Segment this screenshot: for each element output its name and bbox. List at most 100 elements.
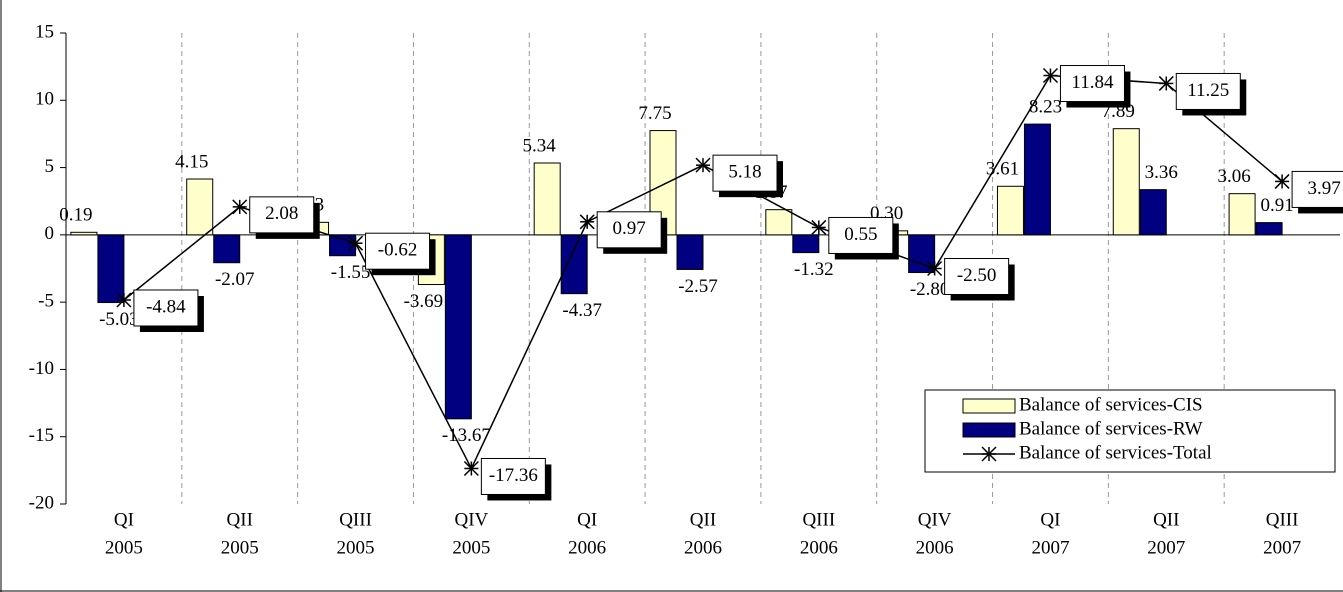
data-label: -2.57 — [678, 276, 718, 297]
y-tick-label: 15 — [35, 21, 54, 42]
data-label: -2.07 — [215, 269, 255, 290]
label-box — [828, 216, 894, 254]
legend-label: Balance of services-RW — [1019, 418, 1203, 439]
label-box — [1291, 170, 1343, 208]
bar — [560, 234, 588, 295]
bar — [1255, 222, 1283, 236]
marker — [1158, 75, 1174, 91]
bar — [329, 234, 357, 257]
marker — [463, 460, 479, 477]
label-box — [365, 232, 431, 270]
x-tick-label: QII — [227, 509, 253, 530]
marker — [348, 235, 364, 251]
x-tick-label: 2007 — [1147, 537, 1185, 558]
data-label: 0.91 — [1260, 195, 1293, 216]
x-tick-label: 2006 — [568, 537, 606, 558]
marker — [1042, 67, 1058, 84]
x-tick-label: 2006 — [916, 537, 954, 558]
bar — [97, 234, 125, 304]
legend-swatch — [962, 422, 1016, 438]
data-label: -1.55 — [331, 262, 371, 283]
marker — [695, 157, 711, 173]
x-tick-label: QII — [690, 509, 716, 530]
data-label: 11.84 — [1071, 72, 1114, 93]
legend-label: Balance of services-CIS — [1019, 394, 1203, 415]
data-label: -4.37 — [562, 300, 602, 321]
data-label: 2.08 — [265, 203, 298, 224]
bar — [1228, 193, 1256, 236]
bar — [996, 185, 1024, 236]
data-label: 7.75 — [638, 103, 671, 124]
data-label: 4.15 — [175, 151, 208, 172]
marker — [579, 214, 595, 230]
bar — [1112, 128, 1140, 236]
data-label: 0.19 — [59, 205, 92, 226]
label-box — [1059, 65, 1125, 103]
x-tick-label: QII — [1153, 509, 1179, 530]
data-label: 8.23 — [1029, 96, 1062, 117]
data-label: -13.67 — [442, 425, 491, 446]
data-label: -0.62 — [378, 240, 418, 261]
x-tick-label: QIII — [1266, 509, 1299, 530]
data-label: 5.18 — [728, 162, 761, 183]
label-box — [1175, 72, 1241, 110]
x-tick-label: 2005 — [221, 537, 259, 558]
marker — [116, 292, 132, 308]
x-tick-label: 2005 — [452, 537, 490, 558]
bar — [213, 234, 241, 264]
x-tick-label: QI — [1040, 509, 1060, 530]
data-label: 0.55 — [844, 224, 877, 245]
bar — [186, 178, 214, 236]
data-label: 11.25 — [1187, 80, 1229, 101]
data-label: 0.97 — [613, 218, 646, 239]
y-tick-label: -20 — [29, 492, 54, 513]
data-label: 3.61 — [986, 159, 1019, 180]
bar — [70, 231, 98, 236]
label-box — [712, 154, 778, 192]
x-tick-label: QIV — [454, 509, 488, 530]
x-tick-label: QIV — [918, 509, 952, 530]
label-box — [944, 258, 1010, 295]
y-tick-label: -10 — [29, 358, 54, 379]
y-tick-label: 5 — [45, 156, 55, 177]
data-label: -1.32 — [794, 259, 834, 280]
marker — [1274, 173, 1290, 189]
bar — [792, 234, 820, 254]
data-label: -2.80 — [910, 279, 950, 300]
x-tick-label: QIII — [802, 509, 835, 530]
y-tick-label: -15 — [29, 425, 54, 446]
y-tick-label: 10 — [35, 89, 54, 110]
marker — [927, 260, 943, 277]
x-tick-label: 2005 — [337, 537, 375, 558]
data-label: 3.06 — [1217, 166, 1250, 187]
data-label: -2.50 — [957, 265, 997, 286]
bar — [533, 162, 561, 236]
data-label: -4.84 — [146, 296, 186, 317]
x-tick-label: 2006 — [684, 537, 722, 558]
legend-label: Balance of services-Total — [1019, 442, 1212, 463]
data-label: 3.36 — [1145, 162, 1178, 183]
x-tick-label: QI — [577, 509, 597, 530]
data-label: 5.34 — [523, 135, 557, 156]
label-box — [480, 457, 546, 495]
bar — [676, 234, 704, 270]
x-tick-label: 2006 — [800, 537, 838, 558]
x-tick-label: QI — [114, 509, 134, 530]
legend-marker — [981, 446, 997, 462]
data-label: -17.36 — [489, 465, 538, 486]
bar — [1139, 189, 1167, 236]
x-tick-label: 2007 — [1031, 537, 1069, 558]
x-tick-label: 2005 — [105, 537, 143, 558]
label-box — [133, 289, 199, 327]
y-tick-label: -5 — [38, 291, 54, 312]
x-tick-label: QIII — [339, 509, 372, 530]
label-box — [249, 196, 315, 234]
data-label: -3.69 — [404, 291, 444, 312]
marker — [811, 219, 827, 235]
y-tick-label: 0 — [45, 223, 55, 244]
bar — [765, 209, 793, 236]
marker — [232, 199, 248, 215]
legend-swatch — [962, 398, 1016, 414]
data-label: 3.97 — [1307, 178, 1340, 199]
